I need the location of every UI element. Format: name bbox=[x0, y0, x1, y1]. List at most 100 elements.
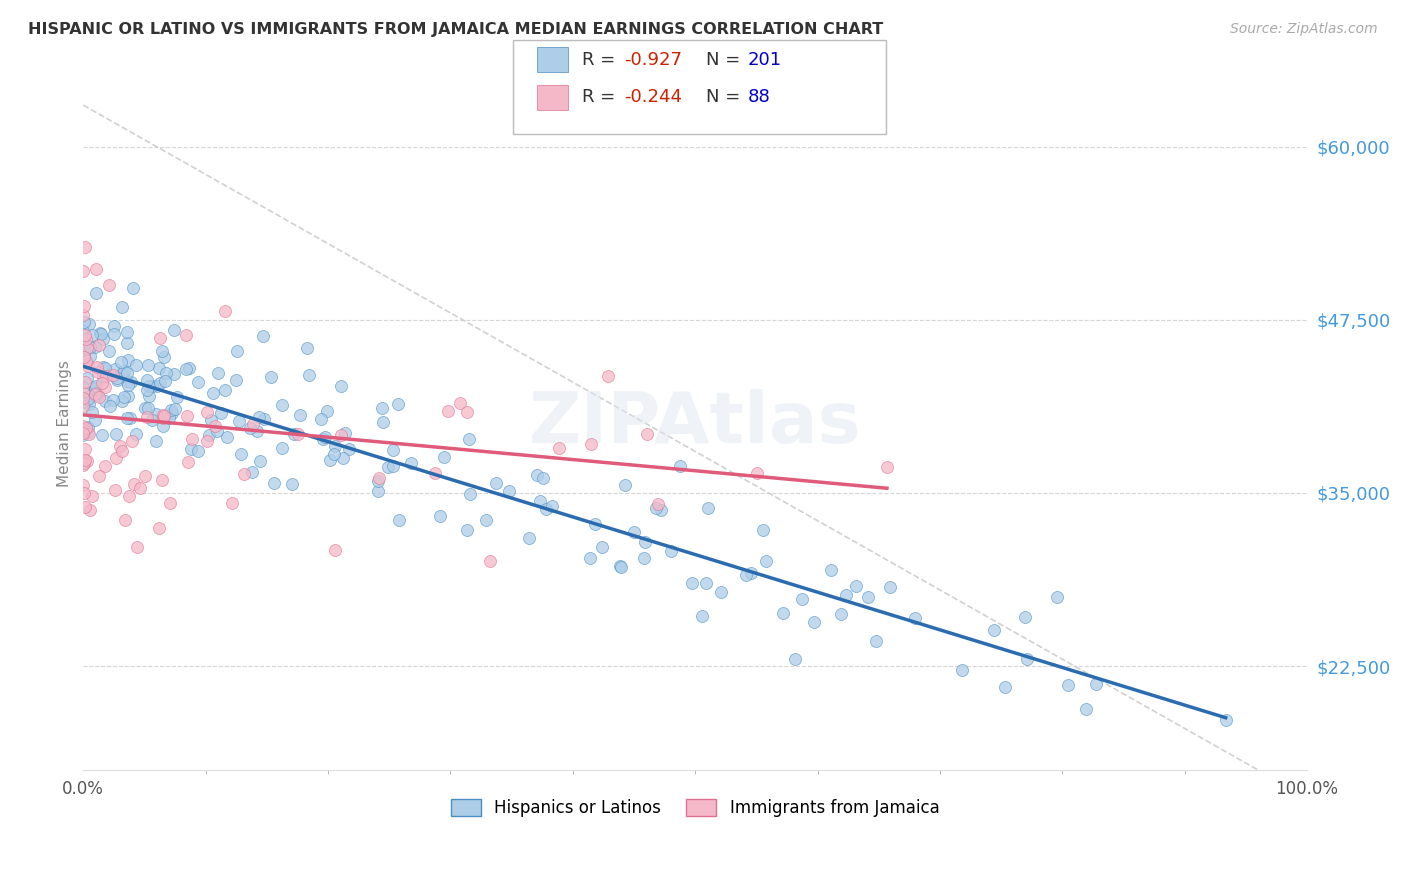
Point bbox=[83, 340, 105, 354]
Point bbox=[950, 663, 973, 677]
Point bbox=[152, 409, 174, 423]
Point bbox=[117, 388, 139, 402]
Point bbox=[105, 426, 128, 441]
Point bbox=[72, 419, 94, 434]
Point bbox=[77, 425, 100, 439]
Point bbox=[72, 456, 94, 470]
Point bbox=[136, 383, 159, 397]
Point bbox=[75, 375, 97, 389]
Point bbox=[755, 554, 778, 568]
Point bbox=[498, 483, 520, 498]
Point bbox=[239, 421, 262, 435]
Point bbox=[101, 368, 124, 383]
Point bbox=[207, 366, 229, 380]
Point bbox=[176, 327, 198, 342]
Point bbox=[90, 327, 112, 342]
Point bbox=[72, 324, 94, 338]
Point bbox=[94, 380, 117, 394]
Point bbox=[1084, 677, 1107, 691]
Point bbox=[195, 434, 218, 448]
Point bbox=[111, 394, 134, 409]
Point bbox=[121, 434, 143, 449]
Point bbox=[157, 411, 180, 425]
Point bbox=[429, 509, 451, 524]
Point bbox=[129, 481, 152, 495]
Point bbox=[91, 369, 114, 384]
Point bbox=[647, 497, 669, 511]
Point bbox=[298, 368, 321, 382]
Point bbox=[148, 521, 170, 535]
Point bbox=[547, 441, 569, 455]
Point bbox=[332, 451, 354, 466]
Point bbox=[84, 286, 107, 301]
Point bbox=[101, 392, 124, 407]
Point bbox=[114, 513, 136, 527]
Point bbox=[105, 371, 128, 385]
Point bbox=[437, 403, 460, 417]
Point bbox=[84, 385, 107, 400]
Point bbox=[112, 364, 135, 378]
Point bbox=[73, 300, 96, 314]
Point bbox=[72, 263, 94, 277]
Point bbox=[162, 407, 184, 421]
Point bbox=[634, 534, 657, 549]
Point bbox=[72, 391, 94, 405]
Legend: Hispanics or Latinos, Immigrants from Jamaica: Hispanics or Latinos, Immigrants from Ja… bbox=[444, 792, 946, 824]
Point bbox=[692, 609, 714, 624]
Point bbox=[177, 455, 200, 469]
Point bbox=[121, 281, 143, 295]
Point bbox=[323, 543, 346, 558]
Point bbox=[526, 468, 548, 483]
Point bbox=[72, 400, 94, 414]
Point bbox=[288, 409, 311, 423]
Point bbox=[271, 398, 294, 412]
Point bbox=[381, 458, 404, 473]
Point bbox=[103, 327, 125, 342]
Point bbox=[111, 443, 134, 458]
Point bbox=[72, 428, 94, 442]
Text: -0.244: -0.244 bbox=[624, 88, 682, 106]
Text: Source: ZipAtlas.com: Source: ZipAtlas.com bbox=[1230, 22, 1378, 37]
Point bbox=[1046, 590, 1069, 604]
Point bbox=[368, 470, 391, 484]
Point bbox=[136, 358, 159, 372]
Point bbox=[152, 419, 174, 434]
Point bbox=[112, 390, 135, 404]
Point bbox=[165, 401, 187, 416]
Point bbox=[72, 425, 94, 440]
Point bbox=[785, 651, 807, 665]
Point bbox=[72, 384, 94, 399]
Point bbox=[115, 325, 138, 339]
Point bbox=[73, 485, 96, 500]
Point bbox=[79, 503, 101, 517]
Point bbox=[72, 477, 94, 491]
Text: 88: 88 bbox=[748, 88, 770, 106]
Point bbox=[76, 359, 98, 373]
Point bbox=[225, 373, 247, 387]
Point bbox=[152, 408, 174, 422]
Point bbox=[115, 366, 138, 380]
Point bbox=[110, 439, 132, 453]
Point bbox=[89, 468, 111, 483]
Point bbox=[152, 411, 174, 425]
Point bbox=[233, 467, 256, 482]
Point bbox=[82, 405, 104, 419]
Point bbox=[77, 426, 100, 441]
Point bbox=[94, 394, 117, 409]
Point bbox=[583, 517, 606, 532]
Point bbox=[73, 240, 96, 254]
Point bbox=[531, 470, 554, 484]
Point bbox=[115, 411, 138, 425]
Point bbox=[681, 576, 703, 591]
Point bbox=[456, 524, 478, 538]
Point bbox=[177, 360, 200, 375]
Point bbox=[449, 396, 471, 410]
Point bbox=[75, 421, 97, 435]
Point bbox=[117, 489, 139, 503]
Point bbox=[84, 381, 107, 395]
Point bbox=[72, 315, 94, 329]
Point bbox=[138, 378, 160, 392]
Point bbox=[84, 413, 107, 427]
Point bbox=[312, 432, 335, 446]
Point bbox=[830, 607, 852, 621]
